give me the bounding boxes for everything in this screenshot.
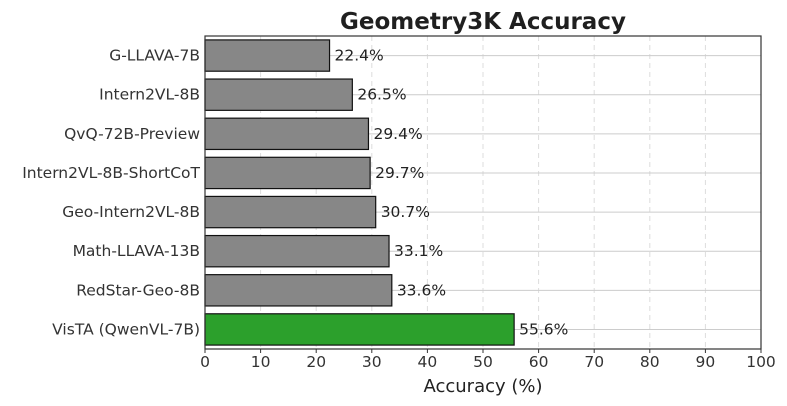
value-label: 29.7%	[375, 164, 424, 182]
category-label: RedStar-Geo-8B	[76, 281, 200, 299]
bars	[204, 39, 515, 346]
x-tick-label: 10	[251, 353, 271, 371]
bar	[204, 274, 393, 307]
category-label: G-LLAVA-7B	[109, 47, 200, 65]
x-axis-ticks: 0 10 20 30 40 50 60 70 80 90 100	[200, 349, 776, 371]
bar	[204, 195, 377, 229]
x-tick-label: 100	[746, 353, 776, 371]
x-tick-label: 50	[473, 353, 493, 371]
bar	[204, 234, 390, 268]
x-tick-label: 90	[696, 353, 716, 371]
x-tick-label: 30	[362, 353, 382, 371]
bar	[204, 78, 353, 111]
category-label: Intern2VL-8B-ShortCoT	[22, 164, 200, 182]
value-label: 33.6%	[397, 281, 446, 299]
chart-title: Geometry3K Accuracy	[340, 9, 626, 35]
value-labels: 22.4% 26.5% 29.4% 29.7% 30.7% 33.1% 33.6% 55.6%	[335, 47, 569, 339]
x-tick-label: 80	[640, 353, 660, 371]
x-tick-label: 60	[529, 353, 549, 371]
value-label: 26.5%	[357, 86, 406, 104]
bar	[204, 39, 331, 72]
category-label: Math-LLAVA-13B	[73, 242, 200, 260]
category-label: Geo-Intern2VL-8B	[62, 203, 200, 221]
category-label: Intern2VL-8B	[99, 86, 200, 104]
category-labels: G-LLAVA-7B Intern2VL-8B QvQ-72B-Preview Int…	[22, 47, 200, 339]
bar	[204, 313, 515, 346]
x-axis-label: Accuracy (%)	[423, 376, 542, 397]
category-label: VisTA (QwenVL-7B)	[52, 320, 200, 338]
category-label: QvQ-72B-Preview	[64, 125, 200, 143]
x-tick-label: 20	[306, 353, 326, 371]
bar	[204, 156, 371, 190]
bar	[204, 117, 370, 151]
value-label: 55.6%	[519, 320, 568, 338]
value-label: 22.4%	[335, 47, 384, 65]
value-label: 33.1%	[394, 242, 443, 260]
x-tick-label: 0	[200, 353, 210, 371]
x-tick-label: 70	[584, 353, 604, 371]
value-label: 30.7%	[381, 203, 430, 221]
value-label: 29.4%	[373, 125, 422, 143]
x-tick-label: 40	[418, 353, 438, 371]
